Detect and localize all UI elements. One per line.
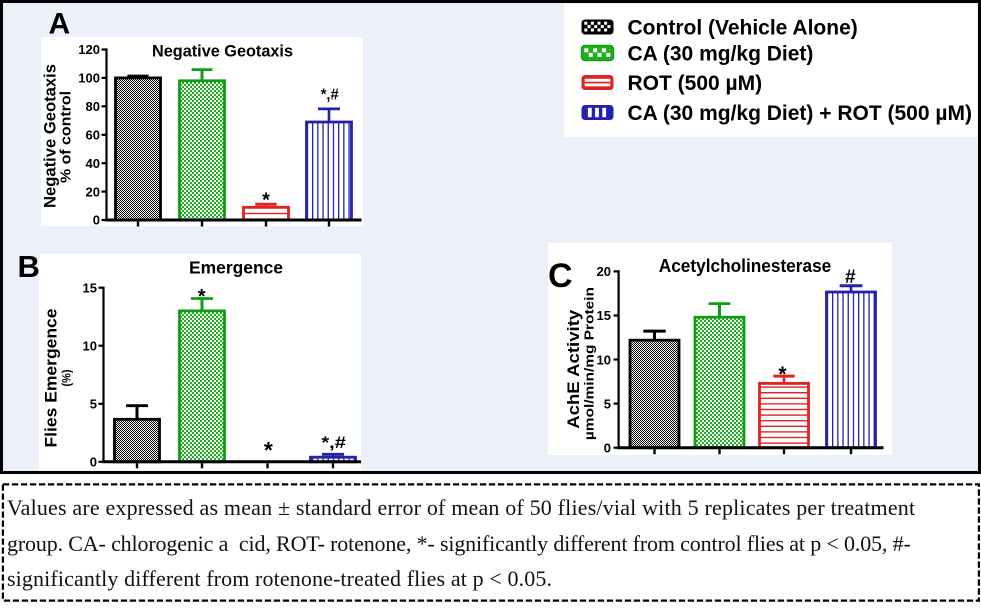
svg-text:5: 5 xyxy=(604,396,611,411)
svg-text:5: 5 xyxy=(90,397,97,412)
svg-text:% of control: % of control xyxy=(59,91,75,183)
svg-text:Emergence: Emergence xyxy=(189,258,283,278)
svg-text:10: 10 xyxy=(597,352,611,367)
svg-text:B: B xyxy=(18,249,40,284)
svg-text:60: 60 xyxy=(86,128,100,143)
svg-text:15: 15 xyxy=(597,308,611,323)
svg-text:20: 20 xyxy=(597,264,611,279)
svg-text:Acetylcholinesterase: Acetylcholinesterase xyxy=(659,256,832,276)
svg-text:100: 100 xyxy=(78,71,100,86)
svg-text:10: 10 xyxy=(83,339,97,354)
svg-text:*: * xyxy=(262,190,270,212)
svg-text:C: C xyxy=(548,257,573,295)
svg-text:*,#: *,# xyxy=(321,87,339,104)
svg-text:CA (30 mg/kg Diet) + ROT (500: CA (30 mg/kg Diet) + ROT (500 µM) xyxy=(628,102,972,125)
svg-text:80: 80 xyxy=(86,99,100,114)
svg-text:Control (Vehicle Alone): Control (Vehicle Alone) xyxy=(628,16,858,39)
svg-text:(%): (%) xyxy=(60,370,74,387)
svg-text:A: A xyxy=(49,8,71,41)
svg-text:AchE Activity: AchE Activity xyxy=(565,309,583,429)
svg-text:0: 0 xyxy=(93,213,100,228)
svg-text:120: 120 xyxy=(78,42,100,57)
svg-text:ROT (500 µM): ROT (500 µM) xyxy=(628,72,763,95)
svg-text:Negative Geotaxis: Negative Geotaxis xyxy=(152,41,293,60)
svg-text:CA (30 mg/kg Diet): CA (30 mg/kg Diet) xyxy=(628,42,814,65)
svg-text:*: * xyxy=(264,437,273,463)
svg-text:0: 0 xyxy=(90,455,97,470)
svg-text:0: 0 xyxy=(604,440,611,455)
svg-text:µmol/min/mg Protein: µmol/min/mg Protein xyxy=(581,287,596,440)
svg-text:#: # xyxy=(845,267,856,288)
svg-text:20: 20 xyxy=(86,184,100,199)
svg-text:15: 15 xyxy=(83,280,97,295)
svg-text:Flies Emergence: Flies Emergence xyxy=(43,309,61,448)
svg-text:Negative Geotaxis: Negative Geotaxis xyxy=(42,64,60,208)
svg-text:40: 40 xyxy=(86,156,100,171)
svg-text:*: * xyxy=(778,363,787,386)
svg-text:*,#: *,# xyxy=(321,434,346,452)
svg-text:*: * xyxy=(198,286,206,308)
